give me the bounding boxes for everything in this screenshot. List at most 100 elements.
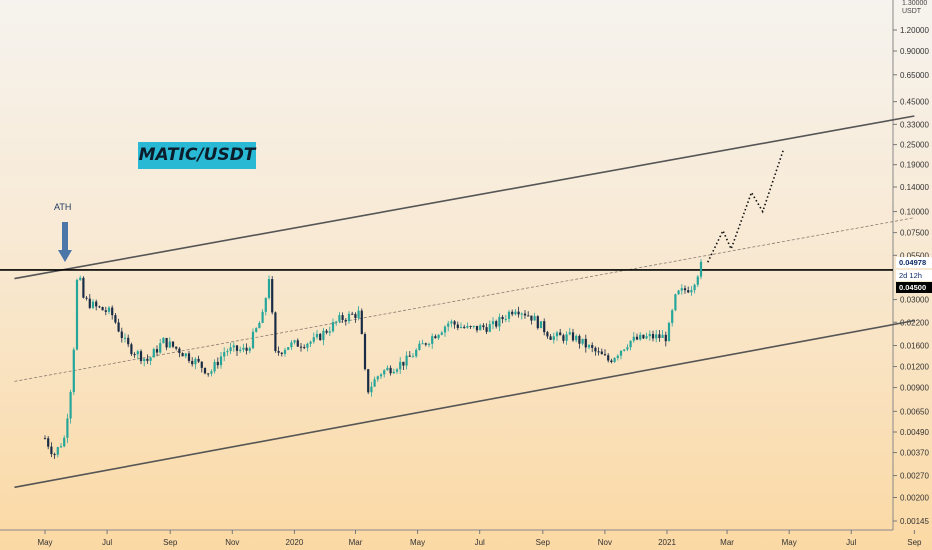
- candle-body: [114, 315, 117, 323]
- candle-body: [619, 350, 623, 356]
- candle-body: [290, 342, 293, 348]
- candle-body: [85, 297, 88, 299]
- price-tick-label: 0.10000: [900, 208, 929, 217]
- price-tick-label: 0.00270: [900, 472, 929, 481]
- candle-body: [511, 311, 514, 315]
- candle-body: [328, 331, 331, 333]
- candle-body: [251, 331, 255, 349]
- candle-body: [258, 322, 261, 329]
- candle-body: [479, 325, 482, 331]
- candle-body: [402, 361, 405, 366]
- candle-body: [405, 355, 408, 366]
- candle-body: [347, 313, 351, 322]
- candle-body: [229, 347, 232, 352]
- candle-body: [203, 367, 207, 374]
- candle-body: [91, 301, 95, 308]
- candle-body: [514, 311, 517, 315]
- candle-body: [72, 349, 75, 393]
- candle-body: [191, 360, 194, 365]
- candle-body: [319, 333, 322, 341]
- candle-body: [123, 337, 127, 339]
- candle-body: [543, 321, 546, 333]
- time-tick-label: 2021: [658, 538, 676, 547]
- candle-body: [517, 311, 520, 315]
- candle-body: [255, 328, 258, 332]
- candle-body: [571, 332, 575, 341]
- candle-body: [226, 351, 229, 353]
- price-tick-label: 0.01600: [900, 342, 929, 351]
- candle-body: [485, 327, 488, 332]
- candle-body: [459, 326, 463, 328]
- candle-body: [565, 334, 568, 341]
- ath-arrow-icon: [58, 250, 72, 262]
- ath-annotation: ATH: [54, 202, 72, 212]
- candle-body: [568, 332, 571, 335]
- candle-body: [607, 355, 610, 361]
- candle-body: [43, 438, 47, 440]
- time-tick-label: Sep: [907, 538, 922, 547]
- candle-body: [216, 361, 219, 366]
- price-tick-label: 0.00200: [900, 493, 929, 502]
- candle-body: [386, 367, 389, 371]
- candle-body: [159, 343, 162, 353]
- candle-body: [546, 332, 549, 337]
- candle-body: [354, 314, 357, 318]
- candle-body: [277, 350, 280, 353]
- time-tick-label: Sep: [536, 538, 551, 547]
- candle-body: [507, 311, 511, 319]
- candle-body: [360, 310, 363, 335]
- candle-body: [287, 347, 290, 350]
- candle-body: [613, 357, 616, 363]
- candle-body: [683, 288, 687, 291]
- candle-body: [117, 322, 120, 332]
- candle-body: [447, 323, 450, 327]
- price-tick-label: 0.00145: [900, 517, 929, 526]
- candle-body: [274, 312, 277, 351]
- candle-body: [306, 343, 309, 348]
- candle-body: [648, 334, 651, 337]
- candle-body: [491, 321, 495, 325]
- candle-body: [181, 353, 184, 357]
- candle-body: [437, 334, 440, 339]
- time-tick-label: Jul: [846, 538, 856, 547]
- candle-body: [335, 321, 338, 323]
- candle-body: [178, 348, 181, 354]
- candle-body: [651, 334, 655, 339]
- candle-body: [469, 326, 472, 328]
- candle-body: [578, 335, 581, 344]
- candle-body: [559, 332, 562, 336]
- candle-body: [322, 330, 325, 341]
- candle-body: [626, 347, 629, 350]
- level-price-badge: 0.04500: [896, 282, 932, 293]
- candle-body: [472, 325, 475, 327]
- candle-body: [456, 324, 459, 328]
- candle-body: [488, 324, 491, 332]
- candle-body: [597, 351, 600, 353]
- candle-body: [152, 349, 155, 358]
- candle-body: [338, 315, 341, 322]
- candle-body: [395, 369, 399, 372]
- time-tick-label: Sep: [163, 538, 178, 547]
- candle-body: [411, 356, 415, 358]
- candle-body: [82, 277, 85, 298]
- candle-body: [162, 337, 165, 344]
- candle-body: [367, 369, 370, 393]
- candle-body: [210, 371, 213, 374]
- price-tick-label: 0.07500: [900, 229, 929, 238]
- candle-body: [213, 361, 216, 372]
- candle-body: [296, 340, 299, 347]
- channel-mid-line: [14, 217, 915, 382]
- candle-body: [56, 447, 59, 455]
- candle-body: [232, 345, 235, 348]
- candle-body: [399, 361, 402, 370]
- candle-body: [264, 298, 267, 312]
- time-tick-label: Nov: [598, 538, 612, 547]
- candles-group: [43, 258, 703, 459]
- price-tick-label: 0.45000: [900, 98, 929, 107]
- candle-body: [639, 334, 642, 340]
- candle-body: [661, 334, 664, 338]
- candle-body: [424, 343, 427, 345]
- candle-body: [450, 321, 453, 324]
